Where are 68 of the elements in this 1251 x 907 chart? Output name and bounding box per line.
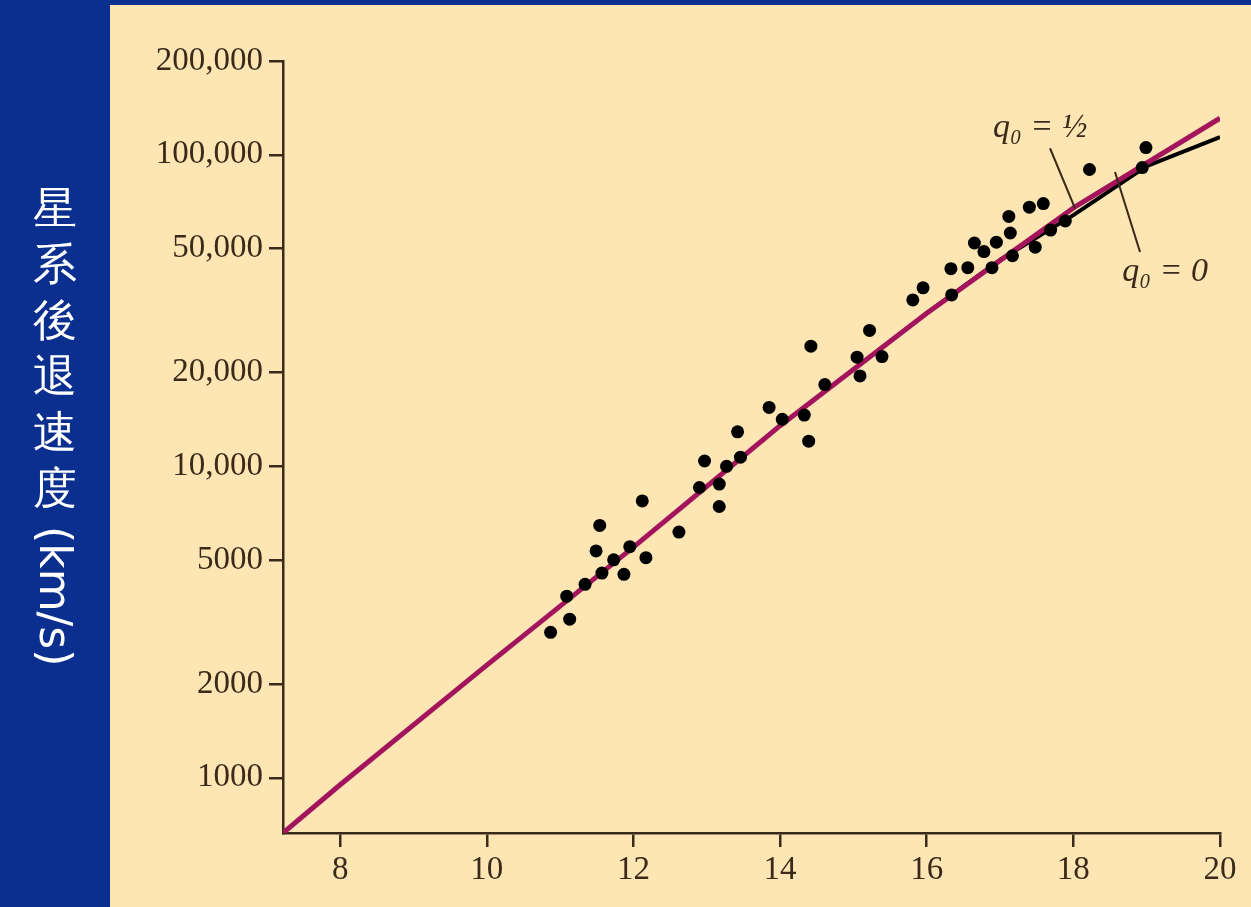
point (1002, 209, 1016, 223)
point (797, 408, 811, 422)
point (916, 281, 930, 295)
point (1028, 240, 1042, 254)
point (712, 499, 726, 513)
x-tick-label: 12 (616, 850, 650, 887)
x-tick-label: 14 (763, 850, 797, 887)
point (804, 339, 818, 353)
point (1135, 161, 1149, 175)
x-tick-label: 16 (910, 850, 944, 887)
point (560, 589, 574, 603)
point (1006, 249, 1020, 263)
point (1044, 223, 1058, 237)
point (850, 350, 864, 364)
point (944, 262, 958, 276)
x-tick-label: 8 (331, 850, 349, 887)
point (977, 245, 991, 259)
y-axis-title: 星系後退速度 (km/s) (29, 181, 82, 667)
point (818, 378, 832, 392)
point (1003, 226, 1017, 240)
y-tick-label: 5000 (197, 539, 263, 576)
point (607, 553, 621, 567)
point (961, 261, 975, 275)
point (863, 323, 877, 337)
point (762, 400, 776, 414)
point (617, 567, 631, 581)
point (906, 293, 920, 307)
point (731, 425, 745, 439)
point (875, 350, 889, 364)
x-tick-label: 18 (1056, 850, 1090, 887)
y-tick-label: 100,000 (155, 134, 263, 171)
y-tick-label: 1000 (197, 757, 263, 794)
y-tick-label: 20,000 (172, 352, 263, 389)
point (802, 434, 816, 448)
point (639, 551, 653, 565)
point (734, 450, 747, 464)
point (635, 494, 649, 508)
point (775, 412, 789, 426)
point (672, 525, 686, 539)
point (967, 236, 981, 250)
point (985, 261, 999, 275)
point (945, 288, 959, 302)
point (698, 454, 712, 468)
point (1139, 141, 1153, 155)
x-tick-label: 20 (1203, 850, 1237, 887)
y-tick-label: 10,000 (172, 445, 263, 482)
y-tick-label: 50,000 (172, 228, 263, 265)
point (593, 518, 607, 532)
point (589, 544, 603, 558)
point (853, 369, 867, 383)
point (692, 480, 706, 494)
point (595, 566, 609, 580)
series-label: q₀ = ½ (992, 107, 1088, 145)
series-label: q₀ = 0 (1122, 250, 1208, 288)
point (1036, 197, 1050, 211)
point (563, 612, 577, 626)
y-tick-label: 200,000 (155, 40, 263, 77)
point (544, 625, 558, 639)
point (1082, 162, 1096, 176)
point (1058, 214, 1072, 228)
point (623, 540, 637, 554)
point (720, 459, 734, 473)
point (578, 577, 592, 591)
x-tick-label: 10 (470, 850, 504, 887)
point (1022, 200, 1036, 214)
point (989, 235, 1003, 249)
point (712, 477, 726, 491)
y-tick-label: 2000 (197, 663, 263, 700)
